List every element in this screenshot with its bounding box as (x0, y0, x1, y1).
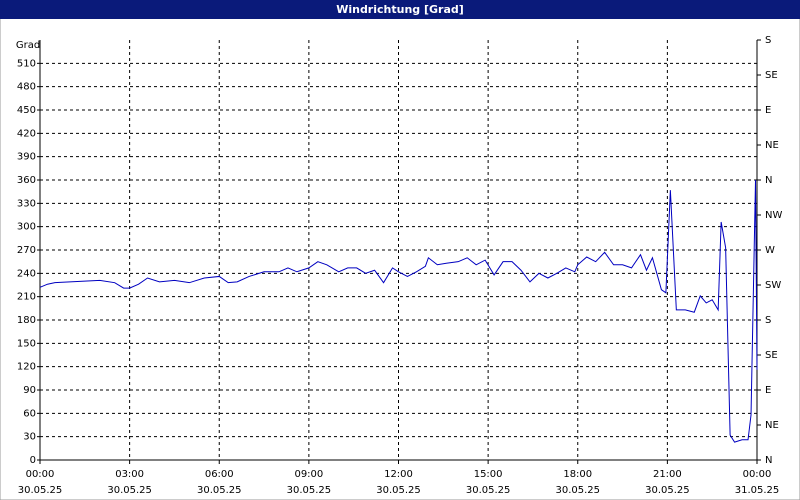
chart-title: Windrichtung [Grad] (336, 3, 464, 16)
y-tick-label: 360 (17, 175, 36, 186)
y-tick-label: 210 (17, 292, 36, 303)
y2-tick-label: N (765, 455, 772, 466)
y-tick-label: 330 (17, 198, 36, 209)
y-tick-label: 510 (17, 58, 36, 69)
x-tick-label: 21:00 (653, 469, 682, 480)
x-tick-label: 06:00 (205, 469, 234, 480)
y-tick-label: 480 (17, 82, 36, 93)
y-axis-label: Grad (16, 40, 40, 51)
y-tick-label: 180 (17, 315, 36, 326)
y2-tick-label: S (765, 315, 771, 326)
x-tick-date: 30.05.25 (197, 485, 242, 496)
y2-tick-label: SE (765, 70, 778, 81)
x-tick-date: 30.05.25 (287, 485, 332, 496)
x-tick-label: 03:00 (115, 469, 144, 480)
x-tick-date: 30.05.25 (466, 485, 511, 496)
x-tick-label: 00:00 (743, 469, 772, 480)
y-tick-label: 30 (23, 432, 36, 443)
y2-tick-label: SW (765, 280, 781, 291)
x-tick-date: 30.05.25 (645, 485, 690, 496)
y-tick-label: 300 (17, 222, 36, 233)
y2-tick-label: NW (765, 210, 782, 221)
y-tick-label: 0 (30, 455, 36, 466)
x-tick-label: 18:00 (563, 469, 592, 480)
title-bar (0, 0, 800, 19)
x-tick-date: 30.05.25 (376, 485, 421, 496)
y2-tick-label: SE (765, 350, 778, 361)
y2-tick-label: S (765, 35, 771, 46)
y2-tick-label: E (765, 385, 771, 396)
y-tick-label: 270 (17, 245, 36, 256)
y2-tick-label: NE (765, 140, 779, 151)
x-tick-label: 09:00 (294, 469, 323, 480)
x-tick-date: 30.05.25 (107, 485, 152, 496)
y-tick-label: 420 (17, 128, 36, 139)
y2-tick-label: NE (765, 420, 779, 431)
y-tick-label: 150 (17, 338, 36, 349)
x-tick-label: 15:00 (474, 469, 503, 480)
x-tick-date: 30.05.25 (555, 485, 600, 496)
x-tick-label: 00:00 (26, 469, 55, 480)
x-tick-label: 12:00 (384, 469, 413, 480)
y-tick-label: 90 (23, 385, 36, 396)
y-tick-label: 450 (17, 105, 36, 116)
y2-tick-label: W (765, 245, 775, 256)
y-tick-label: 240 (17, 268, 36, 279)
y2-tick-label: N (765, 175, 772, 186)
y-tick-label: 390 (17, 152, 36, 163)
x-tick-date: 31.05.25 (735, 485, 780, 496)
y-tick-label: 120 (17, 362, 36, 373)
data-line (39, 179, 758, 443)
y2-tick-label: E (765, 105, 771, 116)
y-tick-label: 60 (23, 408, 36, 419)
x-tick-date: 30.05.25 (18, 485, 63, 496)
